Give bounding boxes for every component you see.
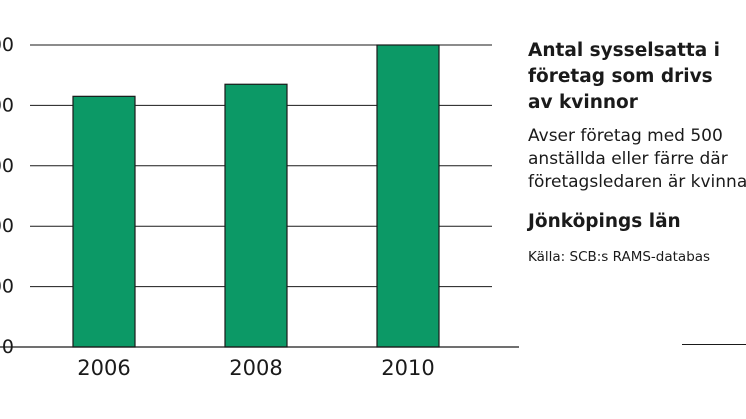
y-tick-label: 00 bbox=[0, 34, 14, 56]
bar-2006 bbox=[72, 95, 136, 348]
source-divider bbox=[682, 344, 746, 345]
y-tick-label: 00 bbox=[0, 215, 14, 237]
x-tick-label: 2008 bbox=[229, 356, 282, 380]
bar-2010 bbox=[376, 44, 440, 348]
y-tick-label: 00 bbox=[0, 276, 14, 298]
info-panel: Antal sysselsatta i företag som drivs av… bbox=[528, 38, 746, 266]
bar-2008 bbox=[224, 83, 288, 348]
source-note: Källa: SCB:s RAMS-databas bbox=[528, 249, 711, 265]
y-tick-label: 00 bbox=[0, 94, 14, 116]
y-axis-tick-labels: 00000000000 bbox=[0, 34, 14, 358]
x-axis-tick-labels: 2006 2008 2010 bbox=[77, 356, 434, 380]
y-tick-label: 00 bbox=[0, 155, 14, 177]
x-tick-label: 2006 bbox=[77, 356, 130, 380]
bars bbox=[72, 44, 440, 348]
chart-description: Avser företag med 500 anställda eller fä… bbox=[528, 126, 746, 192]
region-label: Jönköpings län bbox=[528, 211, 681, 232]
chart-title: Antal sysselsatta i företag som drivs av… bbox=[528, 40, 721, 113]
x-tick-label: 2010 bbox=[381, 356, 434, 380]
